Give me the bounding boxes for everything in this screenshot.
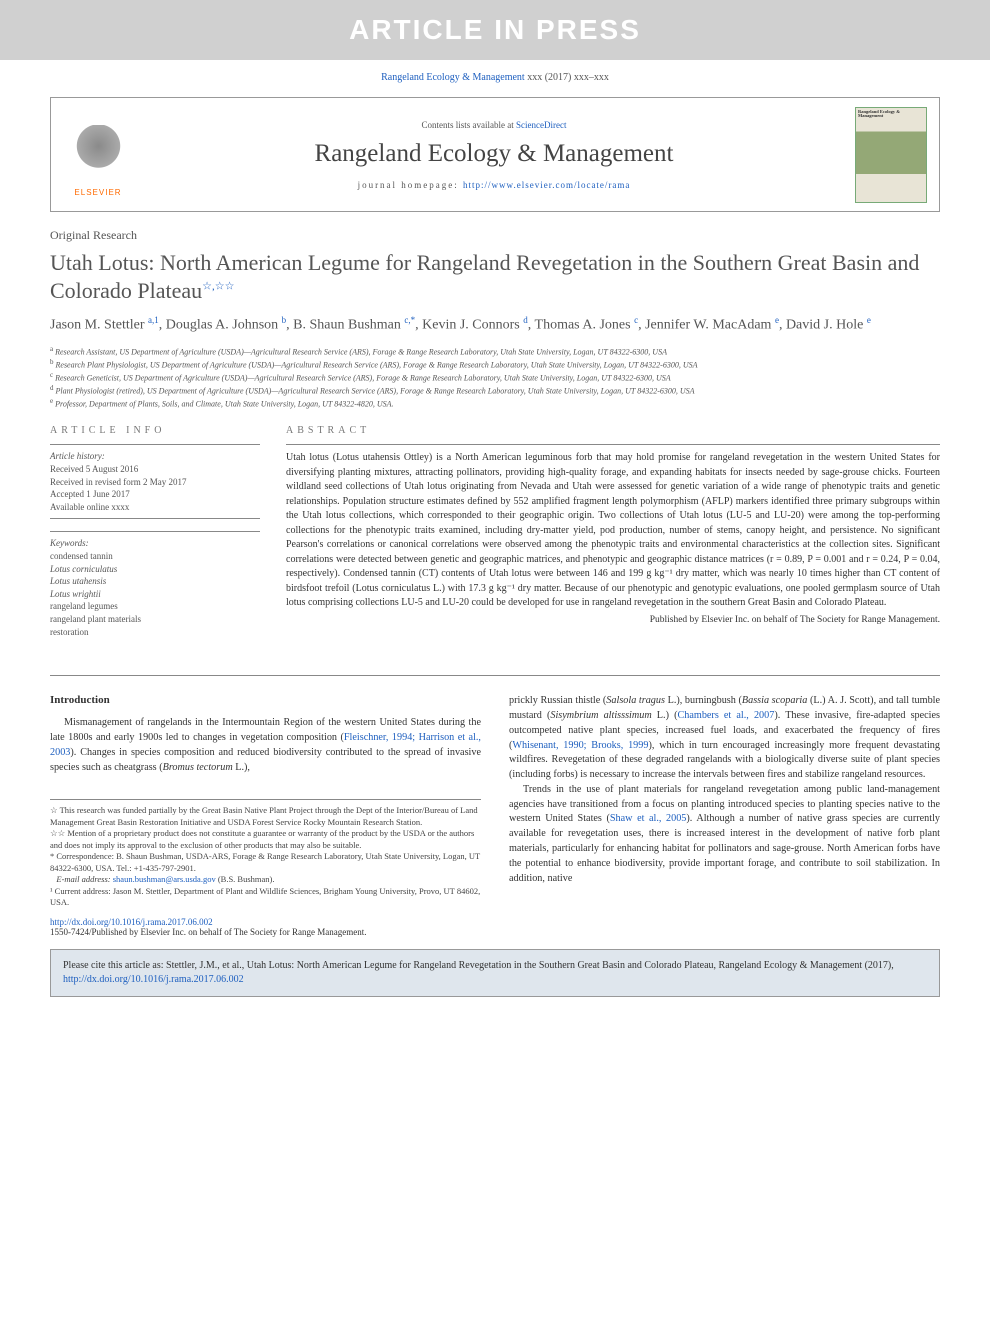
history-line: Received in revised form 2 May 2017 (50, 476, 260, 489)
abstract-label: ABSTRACT (286, 425, 940, 436)
affiliations-block: a Research Assistant, US Department of A… (50, 345, 940, 409)
keyword: rangeland plant materials (50, 613, 260, 626)
article-title: Utah Lotus: North American Legume for Ra… (50, 249, 940, 304)
history-line: Received 5 August 2016 (50, 463, 260, 476)
sciencedirect-link[interactable]: ScienceDirect (516, 120, 566, 130)
journal-header-bar: ELSEVIER Contents lists available at Sci… (50, 97, 940, 212)
journal-homepage-line: journal homepage: http://www.elsevier.co… (133, 180, 855, 190)
contents-list-line: Contents lists available at ScienceDirec… (133, 120, 855, 130)
history-line: Available online xxxx (50, 501, 260, 514)
correspondence-email-link[interactable]: shaun.bushman@ars.usda.gov (113, 874, 216, 884)
keywords-block: Keywords: condensed tannin Lotus cornicu… (50, 531, 260, 643)
footnote-email: E-mail address: shaun.bushman@ars.usda.g… (50, 874, 481, 885)
doi-line: http://dx.doi.org/10.1016/j.rama.2017.06… (50, 917, 481, 927)
footnote-funding: ☆ This research was funded partially by … (50, 805, 481, 828)
header-middle: Contents lists available at ScienceDirec… (133, 120, 855, 190)
citation-box: Please cite this article as: Stettler, J… (50, 949, 940, 997)
footnotes-block: ☆ This research was funded partially by … (50, 799, 481, 908)
introduction-heading: Introduction (50, 694, 481, 706)
elsevier-label: ELSEVIER (74, 188, 121, 197)
journal-cover-thumbnail[interactable]: Rangeland Ecology & Management (855, 107, 927, 203)
left-column: Introduction Mismanagement of rangelands… (50, 694, 481, 936)
keyword: rangeland legumes (50, 600, 260, 613)
journal-homepage-label: journal homepage: (358, 180, 463, 190)
authors-line: Jason M. Stettler a,1, Douglas A. Johnso… (50, 314, 940, 335)
keywords-heading: Keywords: (50, 537, 260, 550)
abstract-text: Utah lotus (Lotus utahensis Ottley) is a… (286, 444, 940, 611)
footnote-disclaimer: ☆☆ Mention of a proprietary product does… (50, 828, 481, 851)
article-history-heading: Article history: (50, 450, 260, 463)
citation-box-doi-link[interactable]: http://dx.doi.org/10.1016/j.rama.2017.06… (63, 974, 244, 985)
keyword: Lotus wrightii (50, 588, 260, 601)
top-citation: Rangeland Ecology & Management xxx (2017… (0, 60, 990, 91)
history-line: Accepted 1 June 2017 (50, 488, 260, 501)
article-info-label: ARTICLE INFO (50, 425, 260, 436)
keyword: Lotus corniculatus (50, 563, 260, 576)
article-title-text: Utah Lotus: North American Legume for Ra… (50, 250, 919, 303)
keyword: Lotus utahensis (50, 575, 260, 588)
abstract-column: ABSTRACT Utah lotus (Lotus utahensis Ott… (286, 425, 940, 655)
journal-homepage-link[interactable]: http://www.elsevier.com/locate/rama (463, 180, 630, 190)
contents-list-text: Contents lists available at (422, 120, 516, 130)
article-history-block: Article history: Received 5 August 2016 … (50, 444, 260, 519)
doi-link[interactable]: http://dx.doi.org/10.1016/j.rama.2017.06… (50, 917, 213, 927)
intro-paragraph-right-1: prickly Russian thistle (Salsola tragus … (509, 694, 940, 783)
footnote-correspondence: * Correspondence: B. Shaun Bushman, USDA… (50, 851, 481, 874)
top-citation-journal-link[interactable]: Rangeland Ecology & Management (381, 72, 525, 83)
right-column: prickly Russian thistle (Salsola tragus … (509, 694, 940, 936)
intro-paragraph-right-2: Trends in the use of plant materials for… (509, 783, 940, 886)
elsevier-tree-icon (71, 125, 126, 185)
intro-paragraph-left: Mismanagement of rangelands in the Inter… (50, 716, 481, 775)
article-type: Original Research (50, 228, 940, 243)
footnote-current-address: ¹ Current address: Jason M. Stettler, De… (50, 886, 481, 909)
top-citation-tail: xxx (2017) xxx–xxx (525, 72, 609, 83)
journal-name: Rangeland Ecology & Management (133, 140, 855, 168)
article-in-press-banner: ARTICLE IN PRESS (0, 0, 990, 60)
keyword: condensed tannin (50, 550, 260, 563)
title-footnote-stars[interactable]: ☆,☆☆ (202, 280, 234, 292)
email-label: E-mail address: (56, 874, 112, 884)
abstract-publisher-line: Published by Elsevier Inc. on behalf of … (286, 615, 940, 625)
email-tail: (B.S. Bushman). (216, 874, 275, 884)
citation-box-text: Please cite this article as: Stettler, J… (63, 960, 894, 971)
copyright-line: 1550-7424/Published by Elsevier Inc. on … (50, 927, 481, 937)
journal-cover-title: Rangeland Ecology & Management (858, 110, 926, 120)
elsevier-logo[interactable]: ELSEVIER (63, 112, 133, 197)
article-info-column: ARTICLE INFO Article history: Received 5… (50, 425, 260, 655)
divider (50, 675, 940, 676)
body-columns: Introduction Mismanagement of rangelands… (50, 694, 940, 936)
keyword: restoration (50, 626, 260, 639)
